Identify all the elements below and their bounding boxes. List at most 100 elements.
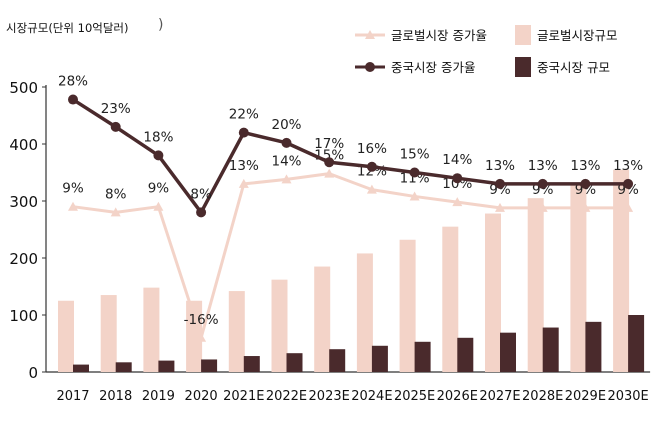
y-tick-label: 400 [9,136,38,154]
global-growth-label: -16% [184,312,219,328]
global-growth-marker [580,202,591,212]
china-growth-label: 20% [271,117,301,133]
x-tick-label: 2026E [437,389,478,404]
global-growth-line [72,172,629,340]
china-growth-label: 22% [229,107,259,123]
china-growth-label: 13% [485,158,515,174]
china-growth-marker [110,121,121,132]
china-growth-line [72,98,629,215]
china-market-bar [243,356,260,372]
china-growth-marker [452,173,463,184]
china-market-bar [329,349,346,372]
china-growth-label: 23% [101,101,131,117]
global-market-bar [271,279,288,372]
china-growth-marker [623,178,634,189]
china-market-bar [457,337,474,372]
china-growth-marker [366,161,377,172]
x-tick-label: 2023E [309,389,350,404]
china-growth-label: 17% [314,136,344,152]
global-growth-marker [196,332,207,342]
x-tick-label: 2030E [607,389,648,404]
legend-bar-swatch [515,25,531,45]
global-market-bar [399,239,416,372]
unit-label-paren: ) [158,17,164,33]
china-market-bar [286,353,303,372]
x-tick-label: 2024E [351,389,392,404]
global-growth-marker [495,202,505,212]
x-tick-label: 2029E [565,389,606,404]
china-growth-marker [196,207,207,218]
global-growth-label: 14% [271,153,301,169]
china-growth-label: 8% [190,186,212,202]
global-growth-marker [110,207,121,217]
unit-label: 시장규모(단위 10억달러) [6,21,129,35]
x-tick-label: 2018 [99,389,132,404]
global-market-bar [186,300,203,372]
global-market-bar [58,300,74,372]
legend-label: 글로벌시장 증가율 [391,28,487,43]
global-market-bar [442,226,459,372]
china-growth-marker [324,157,335,168]
china-growth-label: 14% [442,152,472,168]
china-growth-label: 15% [400,147,430,163]
global-growth-marker [409,191,420,201]
china-market-bar [115,362,132,372]
global-growth-label: 13% [229,158,259,174]
global-market-bar [527,198,544,372]
china-market-bar [414,341,431,372]
global-growth-label: 9% [148,181,170,197]
china-market-bar [585,321,602,372]
china-growth-marker [495,178,505,189]
global-growth-marker [452,197,463,207]
y-tick-label: 0 [28,364,38,382]
china-market-bar [628,315,645,372]
global-market-bar [228,291,245,372]
china-market-bar [371,345,388,372]
global-market-bar [570,182,587,372]
x-tick-label: 2021E [223,389,264,404]
global-growth-label: 9% [575,182,597,198]
china-growth-label: 13% [613,158,643,174]
global-growth-label: 9% [489,182,511,198]
china-growth-label: 18% [143,129,173,145]
x-tick-label: 2017 [56,389,89,404]
legend-label: 중국시장 증가율 [391,60,475,75]
legend-marker [365,62,375,72]
global-market-bar [143,287,160,372]
x-tick-label: 2019 [142,389,175,404]
global-market-bar [100,295,117,372]
china-growth-marker [537,178,548,189]
legend-label: 중국시장 규모 [537,60,610,75]
global-market-bar [485,213,501,372]
china-growth-label: 13% [528,158,558,174]
legend-bar-swatch [515,57,531,77]
china-growth-marker [238,127,249,138]
global-growth-marker [324,168,335,178]
china-growth-label: 16% [357,141,387,157]
china-market-bar [158,360,175,372]
x-tick-label: 2027E [479,389,520,404]
china-market-bar [201,359,218,372]
global-growth-marker [238,178,249,188]
global-growth-label: 9% [617,182,639,198]
china-growth-marker [68,94,78,105]
y-tick-label: 200 [9,250,38,268]
china-growth-label: 28% [58,74,88,90]
global-market-bar [613,169,630,372]
x-tick-label: 2028E [522,389,563,404]
global-growth-marker [537,202,548,212]
china-growth-label: 13% [570,158,600,174]
legend-label: 글로벌시장규모 [537,28,618,43]
china-growth-marker [281,137,292,148]
global-growth-marker [68,201,78,211]
x-tick-label: 2022E [266,389,307,404]
china-market-bar [542,327,559,372]
x-tick-label: 2025E [394,389,435,404]
y-tick-label: 300 [9,193,38,211]
global-growth-label: 9% [62,181,84,197]
global-market-bar [356,253,373,372]
global-growth-marker [281,174,292,184]
global-growth-marker [623,202,634,212]
china-growth-marker [580,178,591,189]
